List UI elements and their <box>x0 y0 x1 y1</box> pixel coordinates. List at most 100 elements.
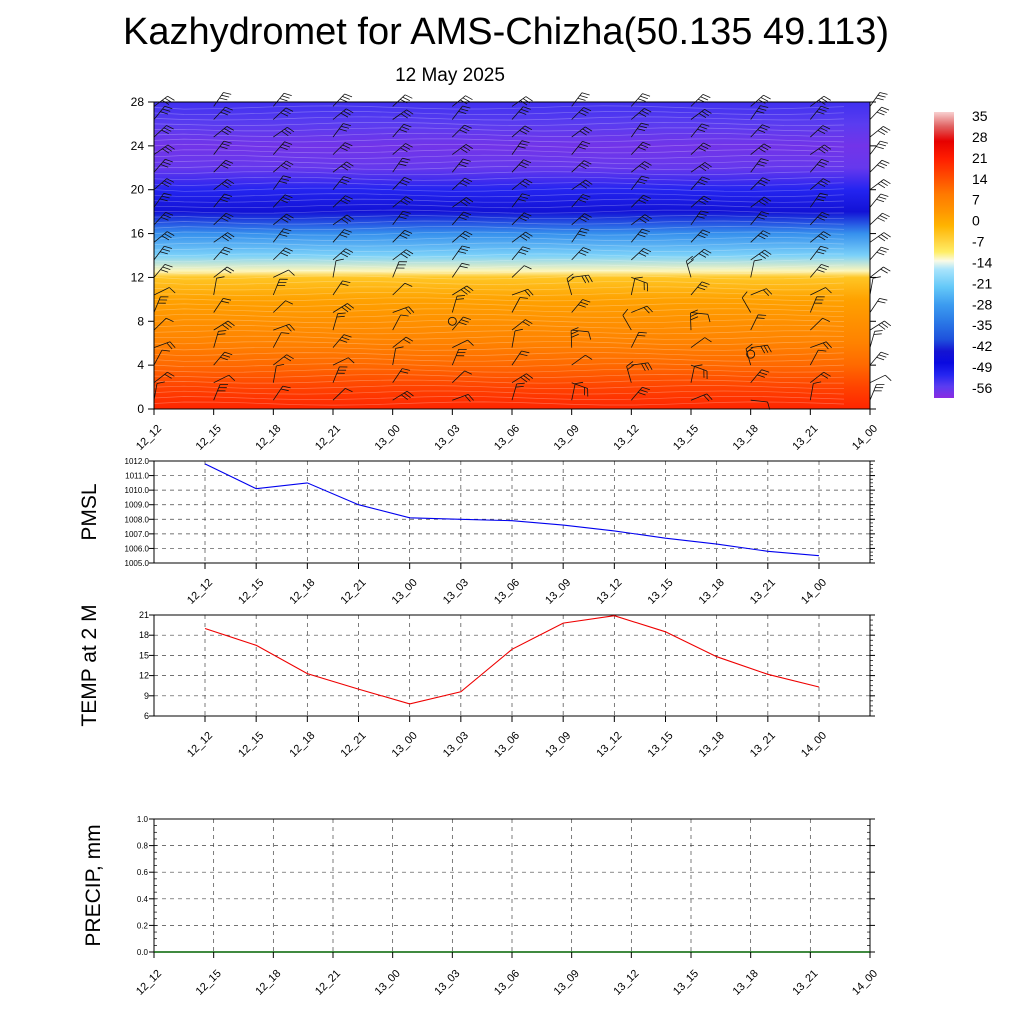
barb-flag <box>588 331 592 340</box>
x-tick-label: 14_00 <box>850 968 880 998</box>
colorbar-label: -7 <box>972 234 985 250</box>
wind-barb <box>809 296 825 313</box>
barb-flag <box>816 111 825 115</box>
barb-flag <box>285 300 293 305</box>
barb-flag <box>464 177 473 182</box>
wind-barb <box>213 276 225 296</box>
barb-staff <box>869 159 883 173</box>
barb-staff <box>511 265 525 278</box>
colorbar: 35 28 21 14 7 0 -7 -14 -21 -28 -35 -42 -49 -56 <box>934 108 992 398</box>
barb-staff <box>750 249 765 261</box>
barb-staff <box>332 334 345 348</box>
x-tick-label: 13_21 <box>790 423 820 453</box>
barb-staff <box>511 350 522 366</box>
x-tick-label: 13_00 <box>373 968 403 998</box>
wind-barb <box>571 126 593 138</box>
barb-flag <box>757 129 766 133</box>
isotherm-line <box>153 330 845 335</box>
barb-flag <box>164 245 173 249</box>
barb-flag <box>519 235 528 241</box>
barb-staff <box>690 248 705 261</box>
barb-staff <box>690 364 708 372</box>
barb-flag <box>878 196 887 200</box>
wind-barb <box>273 300 293 313</box>
barb-staff <box>869 374 886 384</box>
barb-staff <box>153 349 163 366</box>
y-axis-title: TEMP at 2 M <box>78 604 101 726</box>
barb-flag <box>344 93 353 98</box>
wind-barb <box>273 194 293 208</box>
barb-flag <box>873 333 882 335</box>
wind-barb <box>810 341 832 350</box>
barb-staff <box>750 314 759 331</box>
barb-flag <box>462 180 470 185</box>
isotherm-line <box>153 396 845 400</box>
barb-flag <box>519 353 528 356</box>
barb-flag <box>222 354 231 358</box>
x-tick-label: 13_18 <box>731 423 761 453</box>
wind-barb <box>690 248 712 261</box>
barb-staff <box>630 93 643 107</box>
barb-flag <box>879 109 887 113</box>
barb-staff <box>153 144 169 155</box>
barb-flag <box>699 284 708 288</box>
isotherm-line <box>153 401 845 406</box>
y-axis-title: PRECIP, mm <box>82 824 105 946</box>
barb-staff <box>452 124 465 138</box>
barb-flag <box>700 145 709 150</box>
barb-staff <box>571 194 584 208</box>
barb-staff <box>869 126 884 138</box>
barb-staff <box>332 248 347 261</box>
barb-staff <box>272 228 284 243</box>
barb-flag <box>346 161 354 167</box>
wind-barb <box>869 140 889 155</box>
isotherm-line <box>153 165 845 170</box>
wind-barb <box>392 176 412 190</box>
wind-barb <box>153 192 172 208</box>
barb-staff <box>273 126 288 138</box>
wind-barb <box>213 330 227 348</box>
wind-barb <box>750 124 770 138</box>
y-tick-label: 1011.0 <box>125 472 149 481</box>
wind-barb <box>213 126 235 138</box>
barb-staff <box>690 108 705 120</box>
wind-barb <box>809 349 827 366</box>
isotherm-line <box>153 226 845 231</box>
isotherm-line <box>153 171 845 176</box>
x-tick-label: 12_18 <box>287 730 317 760</box>
barb-flag <box>221 236 229 242</box>
barb-flag <box>399 234 408 239</box>
isotherm-line <box>153 280 845 285</box>
wind-barb <box>750 196 772 208</box>
barb-staff <box>631 161 645 173</box>
x-tick-label: 12_15 <box>236 730 266 760</box>
y-tick-label: 0.6 <box>137 868 149 877</box>
barb-flag <box>577 146 586 150</box>
barb-staff <box>273 160 287 173</box>
wind-barb <box>153 105 173 120</box>
barb-staff <box>869 212 883 226</box>
barb-flag <box>162 266 171 270</box>
barb-flag <box>521 350 530 354</box>
wind-barb <box>451 295 466 313</box>
barb-flag <box>281 218 289 223</box>
barb-staff <box>153 95 168 107</box>
barb-staff <box>750 143 765 155</box>
barb-staff <box>630 386 643 401</box>
wind-barb <box>810 212 830 226</box>
barb-flag <box>756 110 765 114</box>
barb-staff <box>213 179 228 191</box>
barb-flag <box>342 197 351 202</box>
barb-flag <box>219 198 228 203</box>
wind-barb <box>272 92 292 107</box>
barb-flag <box>644 108 652 113</box>
barb-flag <box>280 112 289 117</box>
barb-staff <box>213 331 219 348</box>
barb-flag <box>163 214 171 219</box>
barb-flag <box>704 162 712 168</box>
wind-barb <box>810 231 831 243</box>
barb-staff <box>750 158 762 173</box>
isotherm-line <box>153 160 845 165</box>
barb-flag <box>220 164 229 169</box>
barb-flag <box>703 142 711 147</box>
